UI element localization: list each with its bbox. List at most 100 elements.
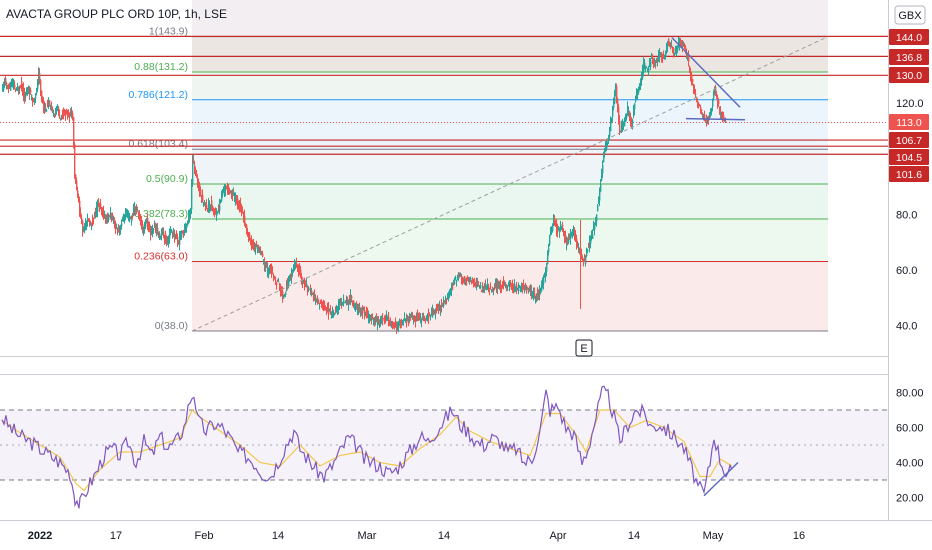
candle-body[interactable]	[225, 186, 227, 191]
candle-body[interactable]	[721, 116, 723, 118]
candle-body[interactable]	[649, 62, 651, 67]
candle-body[interactable]	[125, 213, 127, 217]
candle-body[interactable]	[616, 86, 618, 100]
candle-body[interactable]	[648, 68, 650, 72]
candle-body[interactable]	[595, 217, 597, 222]
candle-body[interactable]	[641, 74, 643, 81]
candle-body[interactable]	[483, 286, 485, 290]
candle-body[interactable]	[363, 309, 365, 311]
candle-body[interactable]	[132, 215, 134, 217]
candle-body[interactable]	[282, 291, 284, 297]
candle-body[interactable]	[201, 196, 203, 198]
candle-body[interactable]	[432, 310, 434, 314]
candle-body[interactable]	[123, 218, 125, 221]
candle-body[interactable]	[441, 303, 443, 308]
candle-body[interactable]	[346, 301, 348, 303]
candle-body[interactable]	[540, 288, 542, 293]
candle-body[interactable]	[413, 319, 415, 321]
candle-body[interactable]	[501, 286, 503, 288]
candle-body[interactable]	[241, 206, 243, 214]
candle-body[interactable]	[588, 245, 590, 247]
candle-body[interactable]	[686, 52, 688, 56]
candle-body[interactable]	[370, 318, 372, 321]
candle-body[interactable]	[73, 117, 75, 147]
candle-body[interactable]	[162, 229, 164, 235]
candle-body[interactable]	[3, 82, 5, 90]
candle-body[interactable]	[200, 189, 202, 197]
candle-body[interactable]	[695, 94, 697, 95]
candle-body[interactable]	[348, 302, 350, 305]
candle-body[interactable]	[718, 100, 720, 105]
rsi-pane[interactable]	[0, 385, 888, 509]
candle-body[interactable]	[186, 224, 188, 228]
candle-body[interactable]	[631, 122, 633, 124]
candle-body[interactable]	[596, 214, 598, 222]
candle-body[interactable]	[20, 85, 22, 87]
candle-body[interactable]	[258, 246, 260, 250]
candle-body[interactable]	[128, 215, 130, 218]
candle-body[interactable]	[497, 284, 499, 289]
candle-body[interactable]	[637, 89, 639, 96]
candle-body[interactable]	[209, 205, 211, 208]
candle-body[interactable]	[691, 73, 693, 81]
candle-body[interactable]	[124, 219, 126, 221]
candle-body[interactable]	[601, 172, 603, 181]
candle-body[interactable]	[89, 221, 91, 227]
candle-body[interactable]	[532, 292, 534, 295]
candle-body[interactable]	[272, 272, 274, 274]
candle-body[interactable]	[298, 267, 300, 273]
candle-body[interactable]	[539, 291, 541, 296]
candle-body[interactable]	[632, 120, 634, 124]
candle-body[interactable]	[693, 85, 695, 89]
candle-body[interactable]	[302, 277, 304, 284]
candle-body[interactable]	[575, 234, 577, 239]
candle-body[interactable]	[336, 306, 338, 313]
candle-body[interactable]	[190, 210, 192, 215]
candle-body[interactable]	[640, 80, 642, 86]
candle-body[interactable]	[433, 310, 435, 316]
candle-body[interactable]	[639, 84, 641, 90]
candle-body[interactable]	[417, 315, 419, 321]
rsi-support-line[interactable]	[703, 461, 739, 497]
candle-body[interactable]	[651, 56, 653, 59]
candle-body[interactable]	[377, 322, 379, 325]
candle-body[interactable]	[337, 306, 339, 310]
candle-body[interactable]	[315, 297, 317, 300]
candle-body[interactable]	[524, 288, 526, 290]
candle-body[interactable]	[366, 311, 368, 316]
candle-body[interactable]	[682, 45, 684, 47]
candle-body[interactable]	[138, 214, 140, 217]
candle-body[interactable]	[525, 288, 527, 290]
candle-body[interactable]	[437, 307, 439, 311]
candle-body[interactable]	[550, 229, 552, 235]
candle-body[interactable]	[252, 244, 254, 248]
candle-body[interactable]	[236, 197, 238, 200]
candle-body[interactable]	[9, 87, 11, 89]
candle-body[interactable]	[126, 212, 128, 216]
candle-body[interactable]	[198, 183, 200, 188]
candle-body[interactable]	[319, 306, 321, 307]
candle-body[interactable]	[142, 223, 144, 233]
candle-body[interactable]	[434, 309, 436, 315]
candle-body[interactable]	[367, 313, 369, 314]
candle-body[interactable]	[385, 318, 387, 321]
candle-body[interactable]	[365, 312, 367, 314]
candle-body[interactable]	[554, 217, 556, 222]
candle-body[interactable]	[284, 294, 286, 297]
candle-body[interactable]	[622, 124, 624, 127]
candle-body[interactable]	[97, 204, 99, 212]
candle-body[interactable]	[410, 315, 412, 318]
candle-body[interactable]	[399, 323, 401, 326]
candle-body[interactable]	[707, 116, 709, 120]
candle-body[interactable]	[526, 286, 528, 292]
candle-body[interactable]	[574, 229, 576, 237]
candle-body[interactable]	[5, 78, 7, 83]
candle-body[interactable]	[110, 213, 112, 218]
candle-body[interactable]	[716, 94, 718, 95]
candle-body[interactable]	[178, 240, 180, 242]
candle-body[interactable]	[141, 220, 143, 228]
candle-body[interactable]	[431, 313, 433, 315]
candle-body[interactable]	[75, 174, 77, 180]
candle-body[interactable]	[670, 44, 672, 47]
price-axis[interactable]: 40.0 60.0 80.0 120.0	[896, 98, 924, 332]
